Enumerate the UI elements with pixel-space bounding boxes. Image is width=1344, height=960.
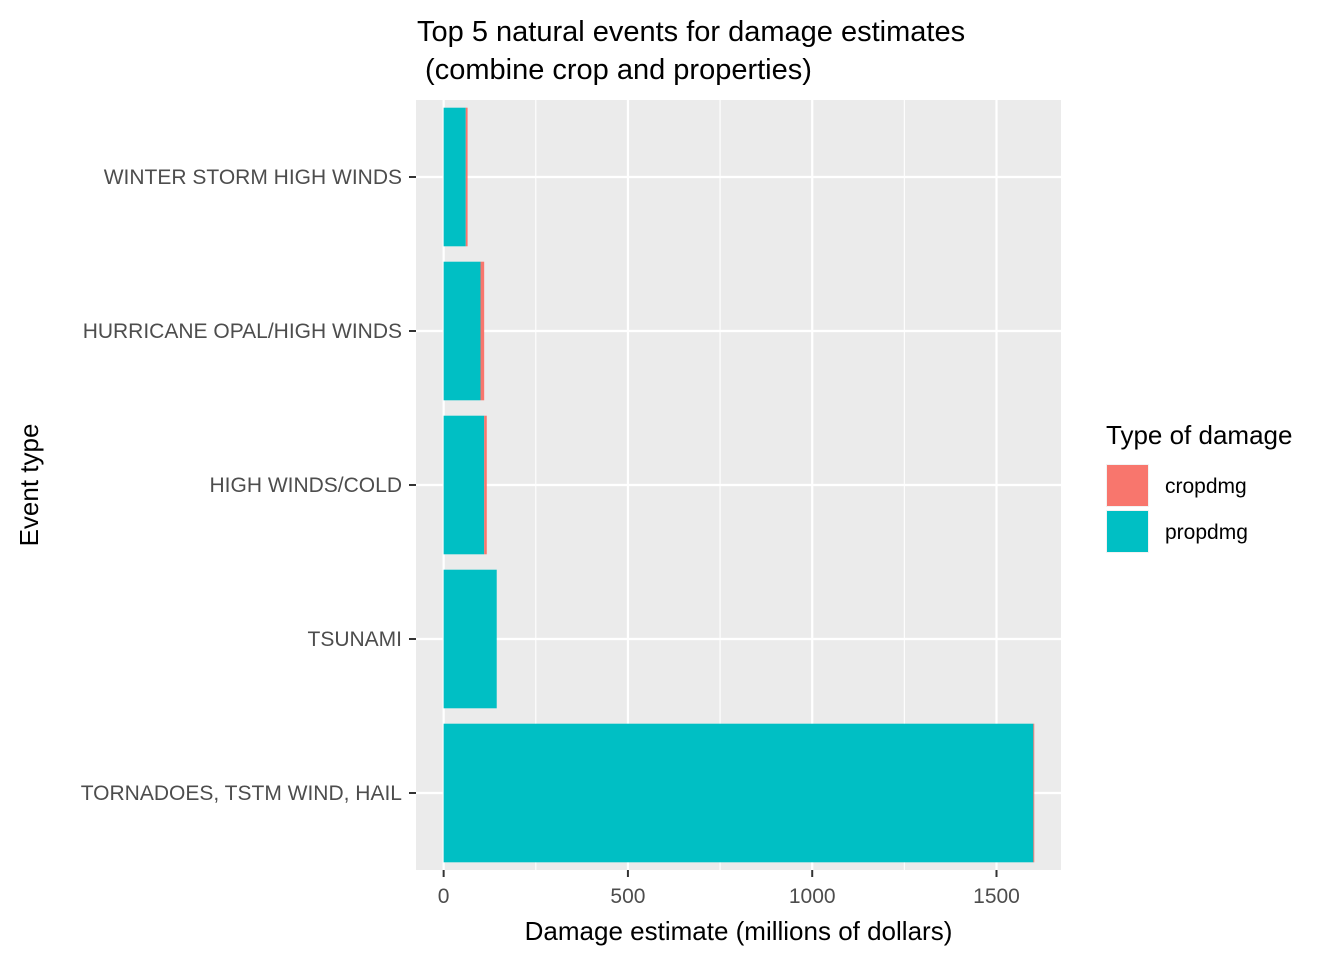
legend-label-propdmg: propdmg <box>1165 521 1248 544</box>
y-tick-label-winter-storm-high-winds: WINTER STORM HIGH WINDS <box>104 166 402 189</box>
y-tick-label-tsunami: TSUNAMI <box>308 628 403 651</box>
legend-swatch-cropdmg <box>1107 465 1148 506</box>
x-axis: 0 500 1000 1500 <box>438 870 1020 908</box>
chart-title-line-2: (combine crop and properties) <box>417 54 812 86</box>
x-tick-label-500: 500 <box>610 885 645 908</box>
legend-label-cropdmg: cropdmg <box>1165 475 1247 498</box>
chart-title: Top 5 natural events for damage estimate… <box>417 16 965 86</box>
y-axis-title: Event type <box>14 424 44 547</box>
y-tick-label-high-winds-cold: HIGH WINDS/COLD <box>209 474 402 497</box>
bar-propdmg-high-winds-cold <box>443 415 485 555</box>
bar-cropdmg-winter-storm-high-winds <box>465 107 468 247</box>
y-tick-label-hurricane-opal-high-winds: HURRICANE OPAL/HIGH WINDS <box>83 320 402 343</box>
bar-propdmg-tornadoes-tstm-wind-hail <box>443 723 1034 863</box>
legend-title: Type of damage <box>1106 420 1292 450</box>
legend: Type of damage cropdmg propdmg <box>1106 420 1292 553</box>
bar-propdmg-tsunami <box>443 569 497 709</box>
bar-propdmg-winter-storm-high-winds <box>443 107 466 247</box>
bars <box>443 107 1035 863</box>
bar-cropdmg-tornadoes-tstm-wind-hail <box>1033 723 1035 863</box>
bar-cropdmg-hurricane-opal-high-winds <box>480 261 485 401</box>
x-tick-label-1000: 1000 <box>789 885 836 908</box>
x-axis-title: Damage estimate (millions of dollars) <box>525 916 953 946</box>
y-tick-label-tornadoes-tstm-wind-hail: TORNADOES, TSTM WIND, HAIL <box>81 782 402 805</box>
chart-title-line-1: Top 5 natural events for damage estimate… <box>417 16 965 48</box>
bar-cropdmg-high-winds-cold <box>484 415 487 555</box>
x-tick-label-0: 0 <box>438 885 450 908</box>
legend-swatch-propdmg <box>1107 511 1148 552</box>
bar-propdmg-hurricane-opal-high-winds <box>443 261 481 401</box>
x-tick-label-1500: 1500 <box>973 885 1020 908</box>
y-axis: WINTER STORM HIGH WINDS HURRICANE OPAL/HI… <box>81 166 416 805</box>
